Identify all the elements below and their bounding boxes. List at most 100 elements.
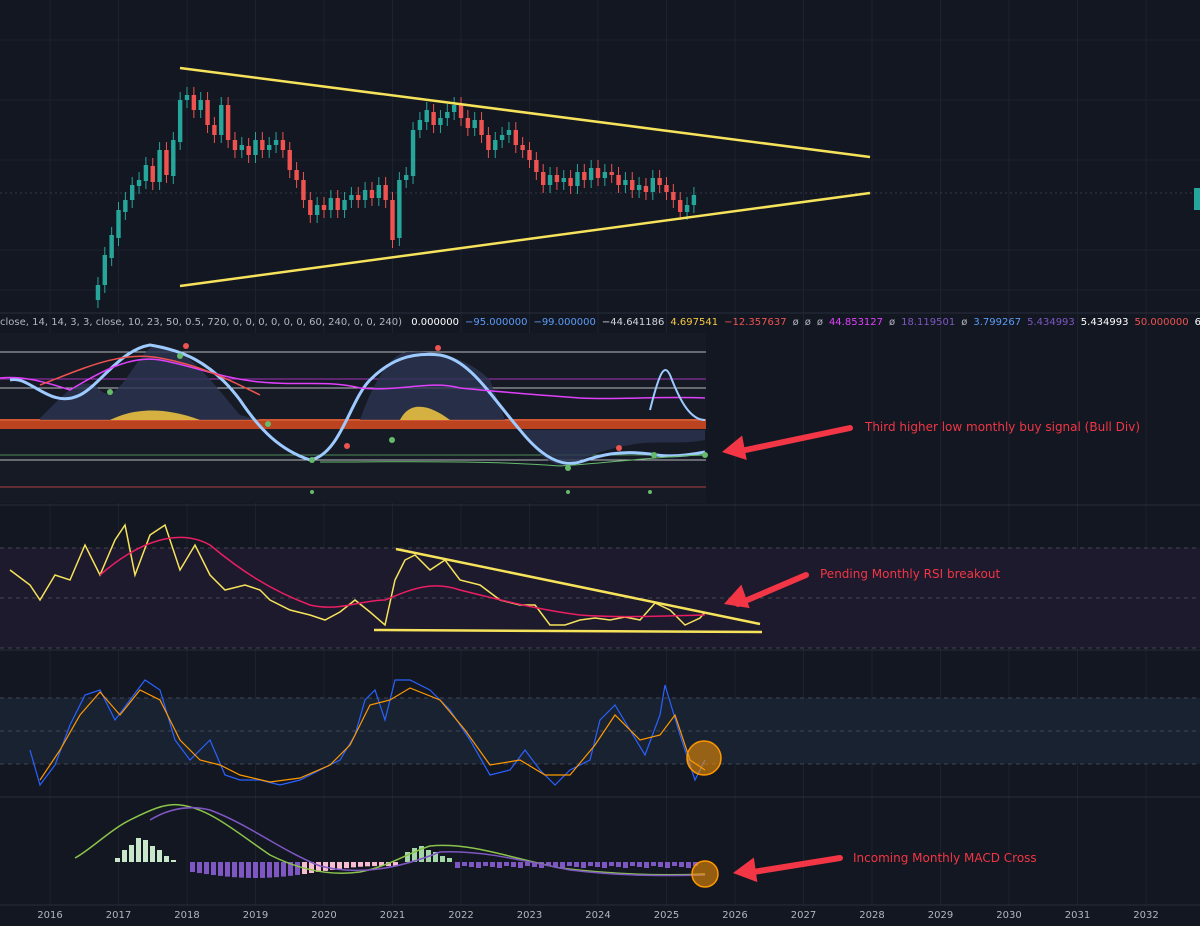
legend-value: 50.000000 [1134,317,1189,328]
candle-body [130,185,135,200]
candle-body [356,195,361,200]
rsi-arrow-head [724,584,750,609]
candle-body [342,200,347,210]
signal-dot [651,452,657,458]
yellow-hist-2 [400,406,450,420]
macd-hist-bar [567,862,572,866]
macd-hist-bar [532,862,537,867]
macd-hist-bar [581,862,586,868]
candle-body [527,150,532,160]
stoch-d-line [39,687,706,783]
macd-hist-bar [267,862,272,878]
macd-hist-bar [239,862,244,878]
signal-dot [565,465,571,471]
macd-hist-bar [365,862,370,867]
macd-hist-bar [330,862,335,870]
macd-hist-bar [157,850,162,862]
macd-hist-bar [260,862,265,878]
macd-hist-bar [323,862,328,871]
candle-body [541,172,546,185]
macd-hist-bar [419,846,424,862]
candle-body [499,135,505,140]
candle-body [102,255,107,285]
macd-hist-bar [518,862,523,868]
macd-hist-bar [658,862,663,867]
x-tick-label: 2031 [1065,910,1090,921]
candle-body [349,195,354,200]
candle-body [650,178,655,192]
macd-hist-bar [546,862,551,866]
candle-body [225,105,231,140]
macd-hist-bar [525,862,530,866]
zero-band [0,419,706,429]
annotation-macd-cross: Incoming Monthly MACD Cross [853,851,1037,865]
macd-hist-bar [150,846,155,862]
x-tick-label: 2021 [380,910,405,921]
candle-body [664,185,669,192]
macd-hist-bar [637,862,642,867]
candle-body [95,285,101,300]
candle-body [465,118,471,128]
stoch-line-end [649,369,706,421]
macd-hist-bar [246,862,251,878]
macd-hist-bar [630,862,635,866]
oscillator-fill-3 [520,430,705,466]
candle-body [609,172,614,175]
bull-div-line [319,454,706,467]
candle-body [397,180,402,238]
candle-body [177,100,183,142]
legend-value: −12.357637 [724,317,787,328]
legend-value: −95.000000 [464,317,528,328]
macd-hist-bar [623,862,628,868]
macd-hist-bar [253,862,258,878]
candle-body [246,146,251,155]
x-tick-label: 2028 [859,910,884,921]
signal-dot [616,445,622,451]
rsi-line [9,523,706,627]
macd-hist-bar [476,862,481,868]
oscillator-fill-1 [40,344,260,420]
candle-body [328,198,334,210]
x-tick-label: 2025 [654,910,679,921]
candle-body [150,166,155,182]
candle-body [630,180,635,190]
candle-body [191,95,197,110]
macd-hist-bar [693,862,698,866]
macd-arrow-head [733,857,758,883]
candle-body [383,185,388,200]
macd-hist-bar [560,862,565,868]
annotation-rsi-breakout: Pending Monthly RSI breakout [820,567,1000,581]
signal-dot [177,353,183,359]
legend-value: ø [804,317,811,328]
macd-hist-bar [469,862,474,867]
macd-hist-bar [344,862,349,869]
legend-value: 4.697541 [670,317,719,328]
indicator-legend: close, 14, 14, 3, 3, close, 10, 23, 50, … [0,317,1200,333]
candle-body [691,195,697,205]
signal-dot [702,452,708,458]
annotation-bull-div: Third higher low monthly buy signal (Bul… [864,420,1140,434]
x-tick-label: 2023 [517,910,542,921]
price-scale-marker[interactable] [1194,188,1200,210]
candle-body [472,120,477,128]
candle-body [184,95,190,100]
bull-div-arrow-shaft [733,425,853,455]
candle-body [595,168,601,178]
candle-body [136,180,142,186]
candle-body [513,130,518,145]
candle-body [417,120,423,130]
macd-hist-bar [232,862,237,878]
rsi-arrow-shaft [735,572,809,607]
macd-hist-bar [602,862,607,868]
legend-value: 3.799267 [973,317,1022,328]
x-tick-label: 2022 [448,910,473,921]
x-tick-label: 2024 [585,910,610,921]
candle-body [390,200,395,240]
macd-hist-bar [511,862,516,867]
candle-body [260,140,265,150]
macd-hist-bar [337,862,342,869]
candle-body [280,140,286,150]
macd-hist-bar [665,862,670,868]
candle-body [321,205,327,210]
legend-value: ø [961,317,968,328]
